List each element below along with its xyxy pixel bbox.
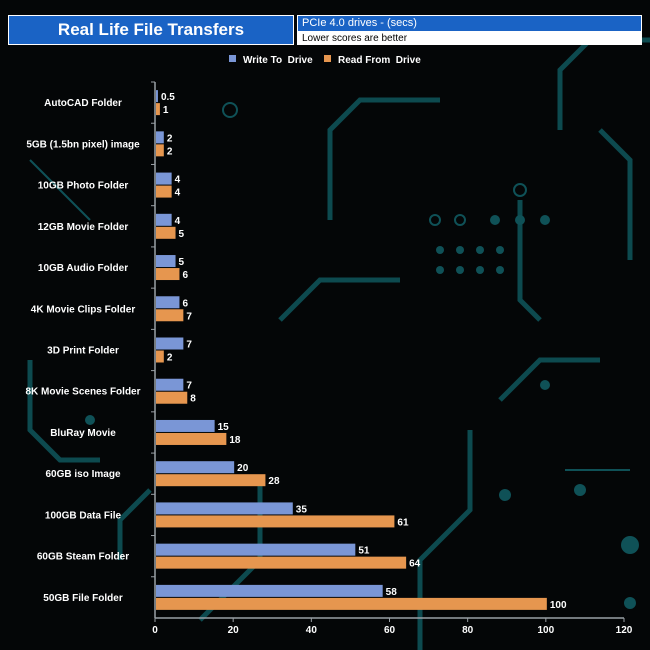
read-value-label: 2: [167, 146, 173, 157]
write-value-label: 7: [186, 340, 192, 351]
write-bar: [156, 255, 176, 268]
write-value-label: 15: [218, 422, 230, 433]
write-bar: [156, 90, 158, 103]
read-value-label: 6: [182, 270, 188, 281]
read-bar: [156, 515, 395, 528]
legend-write-swatch: [229, 55, 236, 62]
write-bar: [156, 131, 164, 144]
write-bar: [156, 296, 180, 309]
category-label: 4K Movie Clips Folder: [31, 304, 136, 315]
write-bar: [156, 378, 184, 391]
write-bar: [156, 172, 172, 185]
x-tick-label: 120: [616, 625, 633, 636]
write-value-label: 2: [167, 133, 173, 144]
category-label: BluRay Movie: [50, 428, 116, 439]
write-value-label: 58: [386, 587, 398, 598]
write-bar: [156, 419, 215, 432]
category-label: 100GB Data File: [45, 510, 122, 521]
category-label: 5GB (1.5bn pixel) image: [26, 139, 140, 150]
x-tick-label: 100: [537, 625, 554, 636]
read-bar: [156, 597, 547, 610]
read-value-label: 18: [229, 435, 241, 446]
read-value-label: 7: [186, 311, 192, 322]
write-value-label: 35: [296, 504, 308, 515]
x-tick-label: 60: [384, 625, 396, 636]
chart-title: Real Life File Transfers: [8, 15, 294, 45]
read-value-label: 4: [175, 188, 181, 199]
write-value-label: 5: [179, 257, 185, 268]
read-value-label: 2: [167, 353, 173, 364]
category-label: 8K Movie Scenes Folder: [25, 387, 140, 398]
read-value-label: 1: [163, 105, 169, 116]
legend-read-label: Read From Drive: [338, 55, 421, 66]
write-bar: [156, 461, 235, 474]
chart-subtitle: PCIe 4.0 drives - (secs): [297, 15, 642, 32]
read-bar: [156, 391, 188, 404]
chart-note: Lower scores are better: [297, 32, 642, 45]
write-bar: [156, 213, 172, 226]
category-label: 60GB iso Image: [45, 469, 120, 480]
write-value-label: 4: [175, 175, 181, 186]
category-label: AutoCAD Folder: [44, 98, 122, 109]
category-label: 10GB Audio Folder: [38, 263, 128, 274]
plot-area: 0 20 40 60 80 100 120 AutoCAD Folder 0.5 1 5GB (1.…: [25, 81, 633, 636]
read-value-label: 61: [397, 517, 409, 528]
read-bar: [156, 144, 164, 157]
read-bar: [156, 185, 172, 198]
x-tick-label: 20: [228, 625, 240, 636]
read-bar: [156, 103, 160, 116]
read-bar: [156, 268, 180, 281]
read-bar: [156, 432, 227, 445]
category-label: 60GB Steam Folder: [37, 552, 129, 563]
write-value-label: 0.5: [161, 92, 175, 103]
legend: Write To Drive Read From Drive: [229, 55, 421, 66]
read-bar: [156, 309, 184, 322]
read-value-label: 8: [190, 394, 196, 405]
write-value-label: 6: [182, 298, 188, 309]
legend-write-label: Write To Drive: [243, 55, 313, 66]
x-tick-label: 40: [306, 625, 318, 636]
read-value-label: 64: [409, 559, 421, 570]
read-value-label: 5: [179, 229, 185, 240]
x-tick-label: 80: [462, 625, 474, 636]
category-label: 50GB File Folder: [43, 593, 123, 604]
read-bar: [156, 474, 266, 487]
read-bar: [156, 350, 164, 363]
write-value-label: 7: [186, 381, 192, 392]
write-bar: [156, 543, 356, 556]
category-label: 12GB Movie Folder: [38, 222, 129, 233]
read-bar: [156, 226, 176, 239]
category-label: 10GB Photo Folder: [38, 181, 129, 192]
category-label: 3D Print Folder: [47, 346, 119, 357]
legend-read-swatch: [324, 55, 331, 62]
write-value-label: 4: [175, 216, 181, 227]
write-bar: [156, 502, 293, 515]
write-value-label: 20: [237, 463, 249, 474]
read-bar: [156, 556, 407, 569]
read-value-label: 28: [268, 476, 280, 487]
write-value-label: 51: [358, 546, 370, 557]
read-value-label: 100: [550, 600, 567, 611]
x-tick-label: 0: [152, 625, 158, 636]
write-bar: [156, 337, 184, 350]
write-bar: [156, 584, 383, 597]
